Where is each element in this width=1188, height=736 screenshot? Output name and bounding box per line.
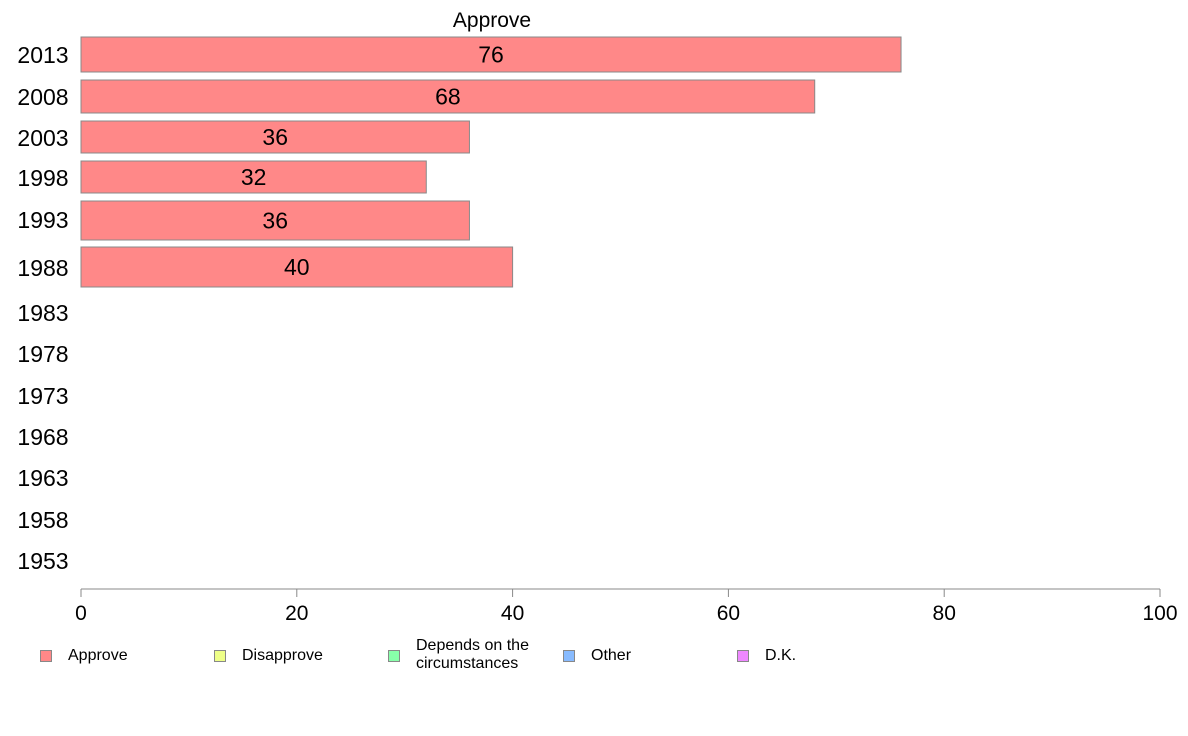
bar (80, 79, 816, 114)
y-tick-label: 2013 (17, 42, 68, 68)
y-tick-label: 1993 (17, 207, 68, 233)
data-label: 40 (284, 254, 310, 280)
y-tick-label: 2008 (17, 84, 68, 110)
y-tick-label: 1958 (17, 507, 68, 533)
legend-swatch-dk (737, 650, 749, 662)
x-tick-label: 100 (1142, 602, 1177, 625)
bar (80, 246, 514, 288)
bar (80, 120, 470, 154)
y-tick-label: 1963 (17, 465, 68, 491)
y-tick-label: 1953 (17, 548, 68, 574)
legend-swatch-disapprove (214, 650, 226, 662)
legend-item-disapprove: Disapprove (214, 637, 382, 665)
y-tick-label: 1968 (17, 424, 68, 450)
chart-title: Approve (453, 9, 531, 32)
data-label: 68 (435, 84, 461, 110)
data-label: 36 (262, 208, 288, 234)
y-tick-label: 1978 (17, 341, 68, 367)
legend-label-depends: Depends on the circumstances (416, 637, 529, 672)
legend-item-depends: Depends on the circumstances (388, 637, 551, 673)
bar (80, 36, 902, 73)
x-tick-label: 80 (933, 602, 956, 625)
legend-label-other: Other (591, 647, 632, 664)
y-tick-label: 1983 (17, 300, 68, 326)
data-label: 76 (478, 42, 504, 68)
data-label: 32 (241, 164, 267, 190)
legend-swatch-approve (40, 650, 52, 662)
y-tick-label: 1988 (17, 255, 68, 281)
x-tick-label: 60 (717, 602, 740, 625)
legend-swatch-other (563, 650, 575, 662)
bar-chart: Approve 76 68 36 32 36 40 2013 2008 2003 1998 199… (17, 9, 1177, 625)
bar (80, 160, 427, 194)
legend-label-dk: D.K. (765, 647, 797, 664)
legend-label-disapprove: Disapprove (242, 647, 323, 664)
x-tick-label: 0 (75, 602, 87, 625)
data-label: 36 (262, 124, 288, 150)
legend-swatch-depends (388, 650, 400, 662)
legend-label-approve: Approve (68, 647, 128, 664)
legend-item-other: Other (563, 637, 731, 665)
legend: Approve Disapprove Depends on the circum… (0, 637, 1188, 697)
legend-item-approve: Approve (40, 637, 208, 665)
y-tick-label: 1973 (17, 383, 68, 409)
legend-item-dk: D.K. (737, 637, 905, 665)
y-tick-label: 2003 (17, 125, 68, 151)
bar (80, 200, 470, 241)
x-tick-label: 40 (501, 602, 524, 625)
x-tick-label: 20 (285, 602, 308, 625)
y-tick-label: 1998 (17, 165, 68, 191)
